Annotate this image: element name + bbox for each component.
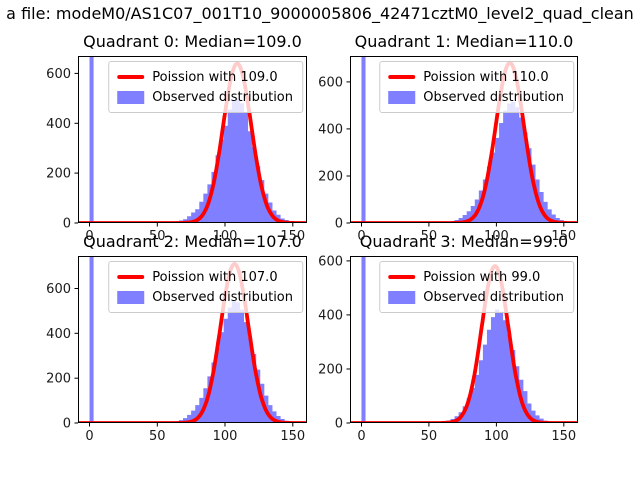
y-tick-label: 200 <box>46 167 71 182</box>
plot-area: 0 50 100 150 0 200 400 600 <box>46 56 307 244</box>
legend-entry-observed: Observed distribution <box>388 287 564 307</box>
zero-spike-bar <box>89 56 94 223</box>
legend-label-observed: Observed distribution <box>152 289 293 305</box>
y-tick-label: 600 <box>318 254 343 269</box>
y-tick-label: 200 <box>318 170 343 185</box>
legend-entry-poisson: Poission with 107.0 <box>117 267 293 287</box>
x-tick-label: 150 <box>280 229 305 244</box>
subplot-title-quadrant-0: Quadrant 0: Median=109.0 <box>83 32 302 51</box>
plot-area: 0 50 100 150 0 200 400 600 <box>46 256 307 444</box>
x-tick-label: 50 <box>149 429 166 444</box>
poisson-curve <box>78 261 307 423</box>
axes-quadrant-2: 0 50 100 150 0 200 400 600 <box>46 256 307 444</box>
legend-line-swatch <box>388 75 416 79</box>
y-tick-label: 0 <box>63 217 71 232</box>
y-tick-label: 600 <box>46 282 71 297</box>
legend-label-poisson: Poission with 99.0 <box>423 269 541 285</box>
legend-entry-poisson: Poission with 109.0 <box>117 67 293 87</box>
y-tick-label: 0 <box>335 417 343 432</box>
axes-quadrant-3: 0 50 100 150 0 200 400 600 <box>318 254 578 444</box>
y-tick-label: 200 <box>318 363 343 378</box>
plot-area: 0 50 100 150 0 200 400 600 <box>318 254 578 444</box>
x-tick-label: 50 <box>149 229 166 244</box>
subplot-title-quadrant-3: Quadrant 3: Median=99.0 <box>359 232 569 251</box>
x-tick-label: 0 <box>357 429 365 444</box>
poisson-curve <box>78 61 307 223</box>
zero-spike-bar <box>361 56 366 223</box>
legend-entry-observed: Observed distribution <box>117 87 293 107</box>
legend-patch-swatch <box>117 290 145 304</box>
y-tick-label: 600 <box>318 75 343 90</box>
axes-spines <box>350 56 578 223</box>
x-tick-label: 150 <box>551 429 576 444</box>
histogram-bars <box>162 300 301 423</box>
subplot-title-quadrant-1: Quadrant 1: Median=110.0 <box>354 32 574 51</box>
legend-quadrant-2: Poission with 107.0 Observed distributio… <box>108 261 303 313</box>
legend-line-swatch <box>388 275 416 279</box>
zero-spike-bar <box>89 256 94 423</box>
x-tick-label: 50 <box>421 429 438 444</box>
legend-label-observed: Observed distribution <box>423 289 564 305</box>
legend-label-poisson: Poission with 110.0 <box>423 69 549 85</box>
legend-quadrant-0: Poission with 109.0 Observed distributio… <box>108 61 303 113</box>
x-tick-label: 100 <box>213 429 238 444</box>
y-tick-label: 0 <box>335 217 343 232</box>
legend-label-observed: Observed distribution <box>152 89 293 105</box>
legend-entry-observed: Observed distribution <box>117 287 293 307</box>
y-tick-label: 200 <box>46 372 71 387</box>
legend-label-poisson: Poission with 107.0 <box>152 269 278 285</box>
axes-quadrant-1: 0 50 100 150 0 200 400 600 <box>318 56 578 244</box>
legend-quadrant-1: Poission with 110.0 Observed distributio… <box>379 61 574 113</box>
histogram-bars <box>434 101 572 223</box>
zero-spike-bar <box>361 256 366 423</box>
x-tick-label: 150 <box>551 229 576 244</box>
figure-title: a file: modeM0/AS1C07_001T10_9000005806_… <box>6 4 634 23</box>
x-tick-label: 50 <box>421 229 438 244</box>
legend-patch-swatch <box>388 290 416 304</box>
x-tick-label: 0 <box>357 229 365 244</box>
legend-label-poisson: Poission with 109.0 <box>152 69 278 85</box>
y-tick-label: 0 <box>63 417 71 432</box>
plot-area: 0 50 100 150 0 200 400 600 <box>318 56 578 244</box>
axes-spines <box>78 56 307 223</box>
x-tick-label: 150 <box>280 429 305 444</box>
y-tick-label: 400 <box>46 327 71 342</box>
x-tick-label: 0 <box>85 429 93 444</box>
axes-spines <box>78 256 307 423</box>
x-tick-label: 100 <box>213 229 238 244</box>
legend-line-swatch <box>117 275 145 279</box>
legend-patch-swatch <box>388 90 416 104</box>
y-tick-label: 400 <box>318 122 343 137</box>
axes-spines <box>350 256 578 423</box>
legend-entry-poisson: Poission with 99.0 <box>388 267 564 287</box>
subplot-title-quadrant-2: Quadrant 2: Median=107.0 <box>83 232 302 251</box>
x-tick-label: 100 <box>484 229 509 244</box>
x-tick-label: 100 <box>484 429 509 444</box>
legend-entry-observed: Observed distribution <box>388 87 564 107</box>
legend-label-observed: Observed distribution <box>423 89 564 105</box>
histogram-bars <box>162 98 301 223</box>
histogram-bars <box>434 309 568 423</box>
legend-quadrant-3: Poission with 99.0 Observed distribution <box>379 261 574 313</box>
y-tick-label: 400 <box>318 308 343 323</box>
legend-patch-swatch <box>117 90 145 104</box>
legend-entry-poisson: Poission with 110.0 <box>388 67 564 87</box>
x-tick-label: 0 <box>85 229 93 244</box>
axes-quadrant-0: 0 50 100 150 0 200 400 600 <box>46 56 307 244</box>
y-tick-label: 600 <box>46 67 71 82</box>
y-tick-label: 400 <box>46 117 71 132</box>
legend-line-swatch <box>117 75 145 79</box>
